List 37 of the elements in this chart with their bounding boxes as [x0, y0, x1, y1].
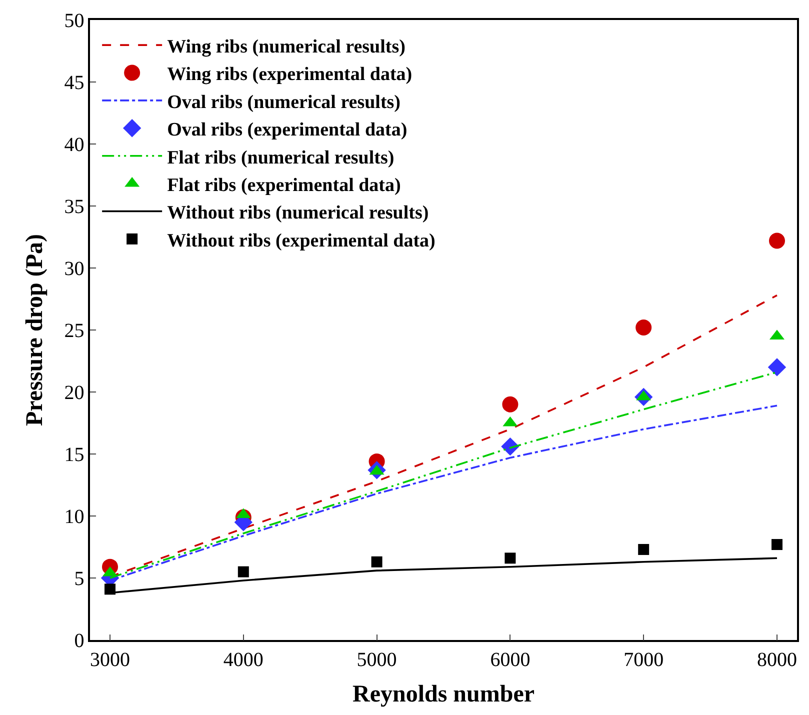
y-tick-label: 40 — [64, 134, 84, 156]
legend-label: Wing ribs (experimental data) — [167, 64, 412, 86]
point — [371, 556, 382, 568]
y-tick-label: 50 — [64, 10, 84, 32]
x-tick-label: 6000 — [490, 648, 530, 671]
x-tick-label: 4000 — [223, 648, 264, 671]
x-axis-title: Reynolds number — [352, 682, 535, 708]
y-tick-label: 30 — [64, 258, 84, 280]
point — [104, 584, 116, 595]
point — [502, 396, 518, 412]
point — [768, 358, 786, 376]
legend-label: Wing ribs (numerical results) — [167, 36, 406, 58]
point — [771, 539, 782, 550]
legend-label: Flat ribs (experimental data) — [167, 174, 401, 196]
legend-label: Oval ribs (experimental data) — [167, 120, 408, 141]
point — [638, 544, 650, 555]
point — [636, 320, 652, 336]
y-tick-label: 35 — [64, 196, 84, 218]
x-tick-label: 7000 — [624, 648, 664, 671]
legend-label: Without ribs (numerical results) — [167, 202, 429, 224]
y-tick-label: 20 — [64, 382, 84, 404]
y-axis-title: Pressure drop (Pa) — [22, 234, 48, 426]
point — [504, 552, 516, 564]
legend-label: Oval ribs (numerical results) — [167, 92, 401, 113]
y-tick-label: 0 — [74, 630, 84, 652]
y-tick-label: 15 — [64, 444, 84, 466]
x-tick-label: 3000 — [90, 648, 130, 671]
legend-label: Without ribs (experimental data) — [167, 230, 436, 252]
y-tick-label: 5 — [74, 568, 84, 590]
point — [238, 566, 249, 578]
y-tick-label: 10 — [64, 506, 84, 528]
legend-label: Flat ribs (numerical results) — [167, 147, 394, 168]
y-tick-label: 45 — [64, 72, 84, 94]
x-tick-label: 5000 — [356, 648, 397, 671]
y-tick-label: 25 — [64, 320, 84, 342]
point — [768, 232, 785, 249]
x-tick-label: 8000 — [756, 648, 797, 671]
